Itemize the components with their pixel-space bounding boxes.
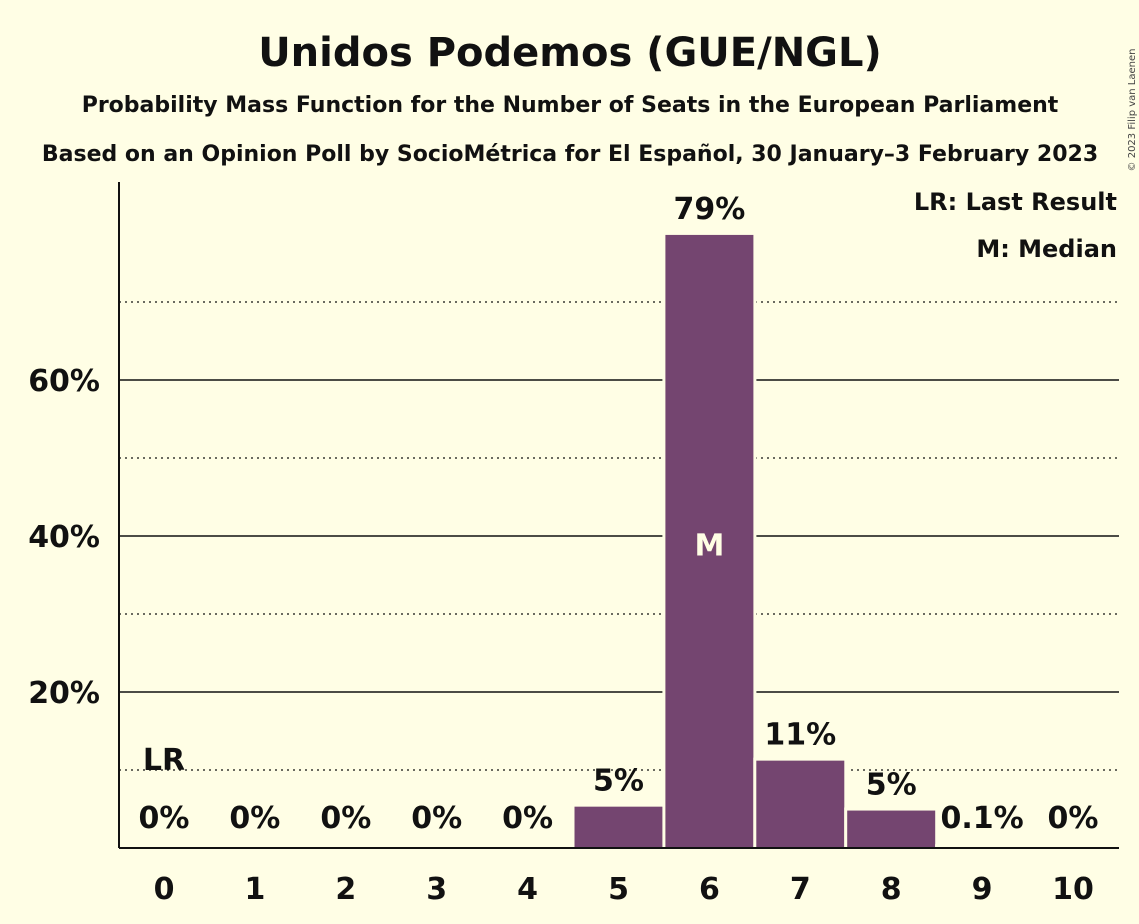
x-tick-label-9: 9 <box>972 872 993 907</box>
value-label-2: 0% <box>320 801 371 836</box>
x-tick-label-10: 10 <box>1052 872 1094 907</box>
value-label-8: 5% <box>866 768 917 803</box>
y-tick-label: 20% <box>28 676 100 711</box>
last-result-marker: LR <box>143 743 185 778</box>
value-label-5: 5% <box>593 764 644 799</box>
value-label-9: 0.1% <box>940 801 1023 836</box>
median-marker: M <box>694 528 724 563</box>
x-tick-label-8: 8 <box>881 872 902 907</box>
copyright-text: © 2023 Filip van Laenen <box>1127 49 1138 172</box>
x-tick-label-4: 4 <box>517 872 538 907</box>
legend-last-result: LR: Last Result <box>914 188 1117 216</box>
value-label-3: 0% <box>411 801 462 836</box>
value-label-1: 0% <box>229 801 280 836</box>
x-tick-labels: 0 1 2 3 4 5 6 7 8 9 10 <box>154 872 1094 907</box>
value-label-10: 0% <box>1048 801 1099 836</box>
value-labels: 0% LR 0% 0% 0% 0% 5% 79% M 11% 5% 0.1% 0% <box>139 192 1099 836</box>
value-label-6: 79% <box>673 192 745 227</box>
y-tick-labels: 20% 40% 60% <box>28 364 100 711</box>
value-label-7: 11% <box>764 718 836 753</box>
x-tick-label-0: 0 <box>154 872 175 907</box>
bar-seat-6 <box>665 234 754 849</box>
x-tick-label-6: 6 <box>699 872 720 907</box>
chart-subtitle: Probability Mass Function for the Number… <box>82 93 1059 118</box>
bar-seat-8 <box>847 810 936 848</box>
x-tick-label-2: 2 <box>335 872 356 907</box>
value-label-0: 0% <box>139 801 190 836</box>
chart-title: Unidos Podemos (GUE/NGL) <box>258 30 882 76</box>
chart-subtitle-2: Based on an Opinion Poll by SocioMétrica… <box>42 142 1098 167</box>
y-tick-label: 40% <box>28 520 100 555</box>
bar-seat-5 <box>574 806 663 848</box>
bar-halo <box>935 844 1030 848</box>
bar-seat-7 <box>756 760 845 848</box>
y-tick-label: 60% <box>28 364 100 399</box>
x-tick-label-3: 3 <box>426 872 447 907</box>
gridlines <box>119 301 1119 771</box>
x-tick-label-7: 7 <box>790 872 811 907</box>
x-tick-label-5: 5 <box>608 872 629 907</box>
x-tick-label-1: 1 <box>244 872 265 907</box>
legend-median: M: Median <box>976 235 1117 263</box>
value-label-4: 0% <box>502 801 553 836</box>
bars <box>571 231 1030 849</box>
